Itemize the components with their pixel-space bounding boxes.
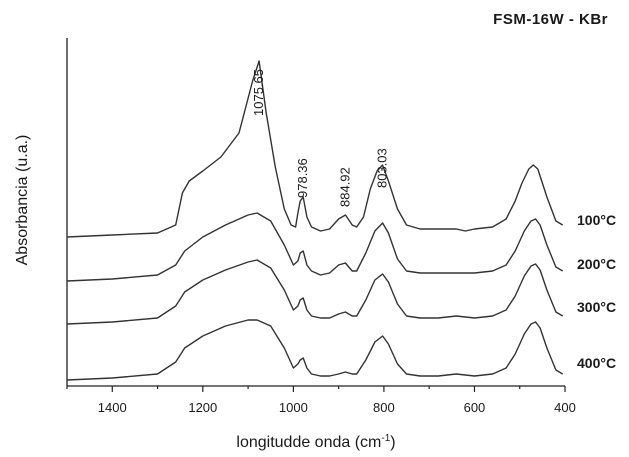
peak-label: 978.36 [295,158,310,198]
peak-labels: 1075.65 978.36 884.92 803.03 [251,69,389,207]
x-axis-title-main: longitudde onda (cm [236,434,381,451]
chart-title: FSM-16W - KBr [493,11,608,28]
x-tick-label: 1200 [188,400,217,415]
x-tick-label: 1000 [279,400,308,415]
x-ticks [66,386,566,392]
x-tick-label: 600 [464,400,486,415]
peak-label: 884.92 [338,167,353,207]
spectrum-line [66,319,564,381]
x-tick-label: 1400 [98,400,127,415]
spectra [66,60,564,381]
x-tick-label: 800 [373,400,395,415]
x-axis-title-superscript: -1 [381,433,390,444]
series-label: 400°C [577,355,616,371]
spectrum-line [66,60,564,238]
series-label: 100°C [577,212,616,228]
x-axis-title-close: ) [390,434,395,451]
peak-label: 803.03 [375,148,390,188]
x-tick-labels: 1400 1200 1000 800 600 400 [98,400,576,415]
series-label: 300°C [577,299,616,315]
x-axis-title: longitudde onda (cm-1) [236,433,395,451]
axes [66,38,565,387]
series-labels: 100°C 200°C 300°C 400°C [577,212,616,371]
spectrum-line [66,259,564,325]
y-axis-title: Absorbancia (u.a.) [14,135,31,266]
spectrum-line [66,212,564,282]
x-tick-label: 400 [554,400,576,415]
series-label: 200°C [577,256,616,272]
peak-label: 1075.65 [251,69,266,116]
